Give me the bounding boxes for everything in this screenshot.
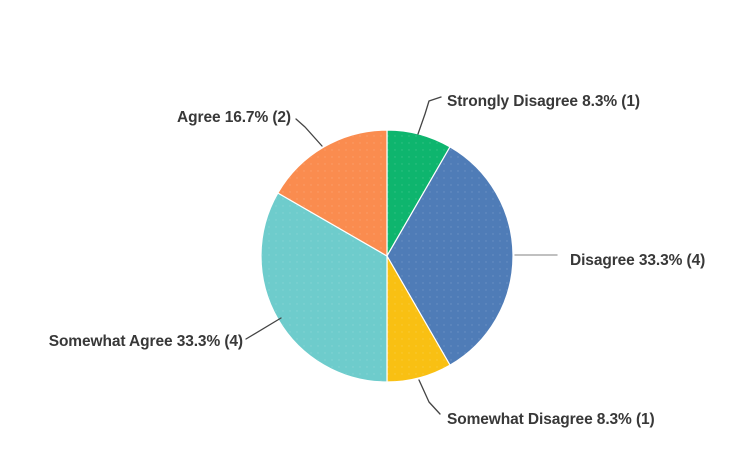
slice-label-disagree: Disagree 33.3% (4) [570,252,706,269]
slice-label-somewhat-agree: Somewhat Agree 33.3% (4) [48,333,243,350]
leader-line-somewhat-disagree [418,379,441,415]
leader-line-strongly-disagree [417,96,442,135]
leader-line-agree [295,118,323,147]
leader-line-somewhat-agree [245,317,282,340]
slice-label-agree: Agree 16.7% (2) [177,109,291,126]
slice-label-strongly-disagree: Strongly Disagree 8.3% (1) [447,93,640,110]
pie-texture-overlay [262,131,512,381]
slice-label-somewhat-disagree: Somewhat Disagree 8.3% (1) [447,411,655,428]
